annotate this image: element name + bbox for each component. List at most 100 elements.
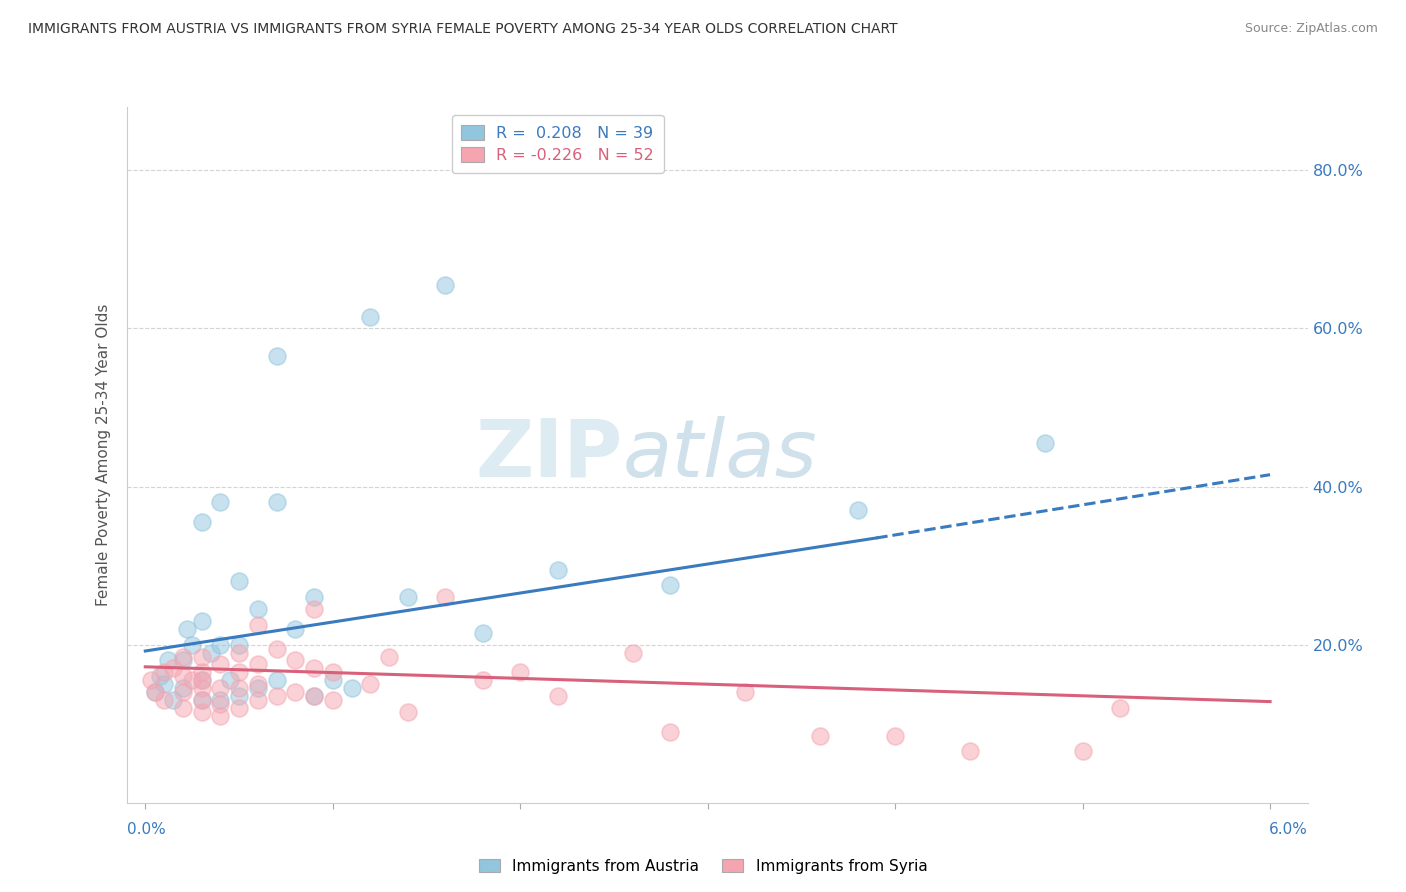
Point xyxy=(509,665,531,680)
Point xyxy=(659,724,682,739)
Point xyxy=(153,665,176,680)
Point xyxy=(359,310,381,324)
Point xyxy=(156,653,179,667)
Text: Source: ZipAtlas.com: Source: ZipAtlas.com xyxy=(1244,22,1378,36)
Point xyxy=(322,665,344,680)
Point xyxy=(209,657,232,672)
Point xyxy=(200,646,222,660)
Point xyxy=(959,744,981,758)
Point xyxy=(396,591,419,605)
Point xyxy=(471,673,494,688)
Point xyxy=(246,681,269,695)
Point xyxy=(246,693,269,707)
Point xyxy=(808,729,831,743)
Point xyxy=(266,689,288,703)
Point xyxy=(228,701,250,715)
Point xyxy=(190,649,212,664)
Point xyxy=(143,685,166,699)
Point xyxy=(1071,744,1094,758)
Point xyxy=(284,622,307,636)
Point xyxy=(322,673,344,688)
Point xyxy=(139,673,162,688)
Point xyxy=(190,693,212,707)
Legend: R =  0.208   N = 39, R = -0.226   N = 52: R = 0.208 N = 39, R = -0.226 N = 52 xyxy=(451,115,664,173)
Point xyxy=(228,689,250,703)
Point xyxy=(143,685,166,699)
Point xyxy=(190,681,212,695)
Text: atlas: atlas xyxy=(623,416,817,494)
Point xyxy=(302,591,325,605)
Point xyxy=(209,693,232,707)
Point xyxy=(302,689,325,703)
Y-axis label: Female Poverty Among 25-34 Year Olds: Female Poverty Among 25-34 Year Olds xyxy=(96,304,111,606)
Point xyxy=(228,646,250,660)
Point xyxy=(190,515,212,529)
Point xyxy=(209,681,232,695)
Point xyxy=(153,677,176,691)
Point xyxy=(302,661,325,675)
Point xyxy=(1033,436,1056,450)
Point xyxy=(434,277,457,292)
Point xyxy=(471,625,494,640)
Text: ZIP: ZIP xyxy=(475,416,623,494)
Point xyxy=(172,685,194,699)
Text: 0.0%: 0.0% xyxy=(127,822,166,837)
Point xyxy=(172,681,194,695)
Point xyxy=(621,646,644,660)
Point xyxy=(190,705,212,719)
Point xyxy=(434,591,457,605)
Point xyxy=(884,729,907,743)
Point xyxy=(659,578,682,592)
Point xyxy=(172,669,194,683)
Point xyxy=(1109,701,1132,715)
Point xyxy=(149,669,172,683)
Point xyxy=(172,653,194,667)
Point xyxy=(246,657,269,672)
Point xyxy=(218,673,240,688)
Point xyxy=(734,685,756,699)
Point xyxy=(359,677,381,691)
Point xyxy=(176,622,198,636)
Point xyxy=(266,641,288,656)
Point xyxy=(846,503,869,517)
Point xyxy=(228,574,250,589)
Point xyxy=(396,705,419,719)
Text: IMMIGRANTS FROM AUSTRIA VS IMMIGRANTS FROM SYRIA FEMALE POVERTY AMONG 25-34 YEAR: IMMIGRANTS FROM AUSTRIA VS IMMIGRANTS FR… xyxy=(28,22,898,37)
Point xyxy=(190,614,212,628)
Point xyxy=(228,638,250,652)
Point xyxy=(246,677,269,691)
Point xyxy=(228,681,250,695)
Point xyxy=(266,495,288,509)
Point xyxy=(162,661,184,675)
Point xyxy=(209,495,232,509)
Point xyxy=(209,638,232,652)
Point xyxy=(284,685,307,699)
Point xyxy=(153,693,176,707)
Point xyxy=(246,618,269,632)
Point xyxy=(302,689,325,703)
Point xyxy=(547,563,569,577)
Text: 6.0%: 6.0% xyxy=(1268,822,1308,837)
Point xyxy=(228,665,250,680)
Point xyxy=(547,689,569,703)
Point xyxy=(246,602,269,616)
Point xyxy=(181,638,204,652)
Point xyxy=(340,681,363,695)
Point xyxy=(162,693,184,707)
Point xyxy=(266,673,288,688)
Point xyxy=(266,349,288,363)
Point xyxy=(190,673,212,688)
Point xyxy=(302,602,325,616)
Legend: Immigrants from Austria, Immigrants from Syria: Immigrants from Austria, Immigrants from… xyxy=(472,853,934,880)
Point xyxy=(190,673,212,688)
Point xyxy=(181,673,204,688)
Point xyxy=(190,665,212,680)
Point xyxy=(284,653,307,667)
Point xyxy=(172,649,194,664)
Point xyxy=(190,693,212,707)
Point xyxy=(209,708,232,723)
Point xyxy=(378,649,401,664)
Point xyxy=(209,697,232,711)
Point xyxy=(322,693,344,707)
Point xyxy=(172,701,194,715)
